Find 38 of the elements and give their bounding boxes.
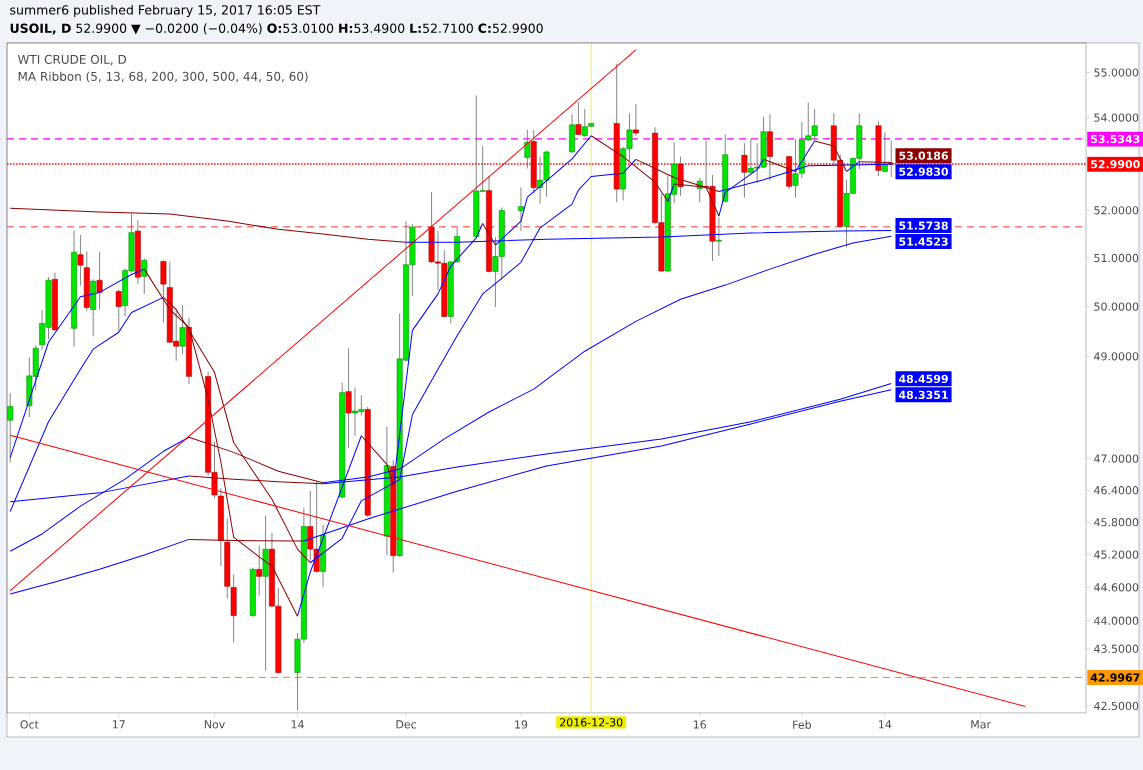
y-tick-label: 52.0000 bbox=[1094, 206, 1139, 215]
x-tick-label: 19 bbox=[515, 720, 528, 729]
x-tick-label: 17 bbox=[112, 720, 125, 729]
data-label: 53.0186 bbox=[899, 151, 948, 160]
data-label: 48.4599 bbox=[898, 374, 948, 384]
ref-line-label: 53.5343 bbox=[1091, 134, 1140, 144]
y-tick-label: 55.0000 bbox=[1094, 68, 1139, 77]
data-label: 48.3351 bbox=[898, 390, 948, 400]
y-tick-label: 45.2000 bbox=[1094, 550, 1139, 559]
x-tick-label: Dec bbox=[396, 720, 416, 729]
y-tick-label: 50.0000 bbox=[1094, 302, 1139, 311]
x-tick-label: 16 bbox=[693, 720, 707, 729]
data-label: 52.9830 bbox=[899, 167, 949, 176]
annotation: MA Ribbon (5, 13, 68, 200, 300, 500, 44, 50, 60) bbox=[18, 71, 308, 83]
chart-title: summer6 published February 15, 2017 16:05 EST bbox=[10, 4, 321, 18]
annotation: WTI CRUDE OIL, D bbox=[17, 54, 127, 66]
y-tick-label: 49.0000 bbox=[1094, 352, 1139, 361]
x-tick-label: Feb bbox=[793, 720, 812, 729]
text: USOIL, D 52.9900 ▼ −0.0200 (−0.04%) O:53.0100 H:53.4900 L:52.7100 C:52.9900 bbox=[10, 23, 543, 35]
x-tick-label: 14 bbox=[879, 720, 892, 729]
y-tick-label: 43.5000 bbox=[1094, 644, 1139, 653]
x-tick-label: Mar bbox=[971, 720, 992, 729]
y-tick-label: 51.0000 bbox=[1094, 253, 1139, 263]
y-tick-label: 54.0000 bbox=[1094, 113, 1139, 122]
y-tick-label: 45.8000 bbox=[1094, 518, 1139, 527]
y-tick-label: 44.0000 bbox=[1094, 616, 1139, 625]
x-tick-label: 14 bbox=[291, 720, 304, 729]
x-tick-label: Oct bbox=[20, 720, 39, 729]
y-tick-label: 44.6000 bbox=[1094, 583, 1139, 592]
y-tick-label: 47.0000 bbox=[1094, 454, 1139, 463]
y-tick-label: 46.4000 bbox=[1094, 486, 1139, 495]
ref-line-label: 2016-12-30 bbox=[560, 718, 623, 727]
y-tick-label: 42.5000 bbox=[1094, 701, 1139, 711]
ref-line-label: 42.9967 bbox=[1090, 673, 1140, 682]
data-label: 51.4523 bbox=[899, 237, 948, 246]
ref-line-label: 52.9900 bbox=[1091, 160, 1140, 169]
data-label: 51.5738 bbox=[899, 221, 948, 230]
x-tick-label: Nov bbox=[204, 720, 225, 729]
